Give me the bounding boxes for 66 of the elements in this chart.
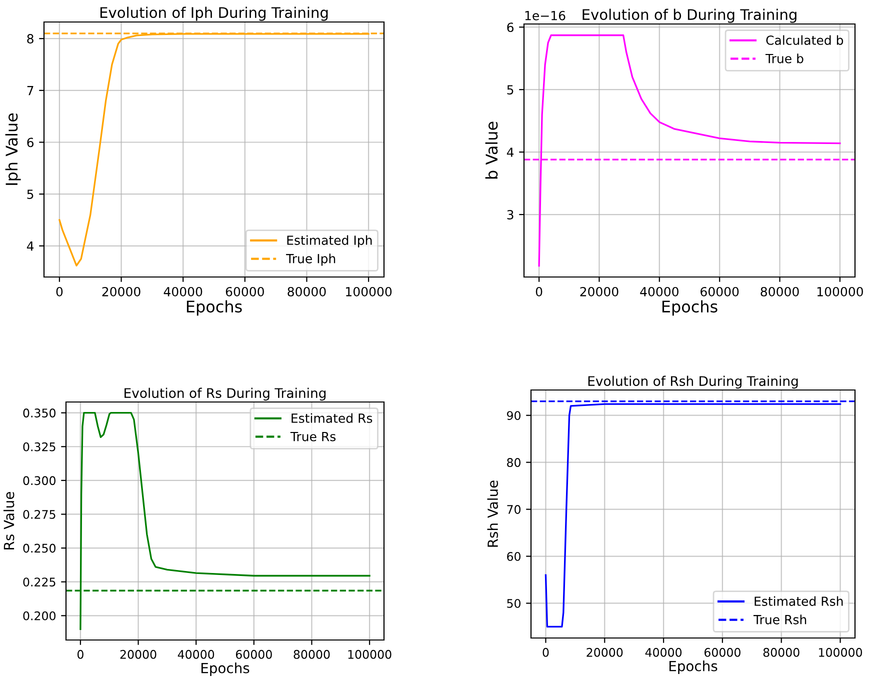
x-tick-label: 40000 bbox=[640, 286, 678, 296]
y-tick-label: 7 bbox=[27, 86, 34, 96]
x-tick-label: 40000 bbox=[178, 650, 214, 659]
x-axis-title: Epochs bbox=[662, 300, 718, 316]
x-tick-label: 60000 bbox=[700, 286, 739, 296]
y-tick-label: 3 bbox=[507, 210, 514, 220]
y-tick-label: 80 bbox=[507, 458, 520, 467]
y-tick-label: 0.225 bbox=[23, 578, 56, 587]
x-tick-label: 100000 bbox=[819, 648, 862, 657]
y-tick-label: 60 bbox=[507, 552, 520, 561]
chart-title: Evolution of b During Training bbox=[582, 8, 796, 23]
y-axis-title: Rsh Value bbox=[487, 480, 498, 547]
x-tick-label: 80000 bbox=[288, 286, 326, 296]
x-tick-label: 60000 bbox=[704, 648, 740, 657]
x-tick-label: 60000 bbox=[226, 286, 264, 296]
x-tick-label: 100000 bbox=[348, 650, 392, 659]
y-tick-label: 0.300 bbox=[23, 476, 56, 486]
chart-title: Evolution of Rs During Training bbox=[124, 388, 326, 401]
x-tick-label: 20000 bbox=[120, 650, 156, 659]
legend-label: Estimated Rsh bbox=[754, 596, 843, 606]
x-tick-label: 0 bbox=[542, 648, 549, 657]
y-tick-label: 0.350 bbox=[23, 408, 56, 418]
y-tick-label: 90 bbox=[507, 411, 520, 420]
y-tick-label: 0.325 bbox=[23, 442, 56, 452]
x-tick-label: 40000 bbox=[164, 286, 202, 296]
text: 1e−16 bbox=[525, 10, 566, 20]
x-axis-title: Epochs bbox=[186, 300, 242, 316]
x-axis-title: Epochs bbox=[201, 662, 250, 676]
y-tick-label: 6 bbox=[27, 138, 34, 148]
y-tick-label: 70 bbox=[507, 505, 520, 514]
x-tick-label: 40000 bbox=[645, 648, 682, 657]
legend-label: Estimated Iph bbox=[287, 235, 372, 248]
x-axis-title: Epochs bbox=[669, 660, 718, 674]
x-tick-label: 80000 bbox=[763, 648, 800, 657]
x-tick-label: 80000 bbox=[760, 286, 799, 296]
y-tick-label: 5 bbox=[27, 190, 34, 199]
y-tick-label: 50 bbox=[507, 598, 520, 608]
legend-label: Calculated b bbox=[766, 35, 844, 45]
legend-label: True b bbox=[765, 54, 804, 64]
x-tick-label: 0 bbox=[77, 650, 84, 659]
x-tick-label: 20000 bbox=[102, 286, 140, 296]
chart-title: Evolution of Iph During Training bbox=[100, 6, 328, 21]
x-tick-label: 80000 bbox=[294, 650, 330, 659]
y-tick-label: 5 bbox=[507, 85, 514, 95]
y-axis-title: Rs Value bbox=[3, 492, 14, 550]
y-tick-label: 8 bbox=[27, 34, 34, 44]
chart-title: Evolution of Rsh During Training bbox=[588, 376, 798, 389]
y-tick-label: 6 bbox=[507, 22, 514, 32]
y-tick-label: 0.200 bbox=[23, 611, 56, 620]
y-axis-title: Iph Value bbox=[5, 113, 21, 185]
x-tick-label: 100000 bbox=[817, 286, 863, 296]
x-tick-label: 20000 bbox=[580, 286, 618, 296]
legend-label: True Iph bbox=[286, 254, 336, 266]
x-tick-label: 20000 bbox=[586, 648, 623, 657]
x-tick-label: 60000 bbox=[236, 650, 272, 659]
x-tick-label: 0 bbox=[56, 286, 63, 296]
y-tick-label: 4 bbox=[506, 148, 514, 157]
x-tick-label: 100000 bbox=[346, 286, 392, 296]
legend-label: True Rs bbox=[290, 432, 336, 442]
x-tick-label: 0 bbox=[536, 286, 542, 296]
legend-label: True Rsh bbox=[753, 614, 806, 624]
y-axis-title: b Value bbox=[485, 122, 498, 179]
y-tick-label: 0.275 bbox=[23, 510, 56, 519]
y-tick-label: 0.250 bbox=[23, 544, 56, 553]
legend-label: Estimated Rs bbox=[292, 413, 372, 423]
y-tick-label: 4 bbox=[26, 242, 34, 251]
